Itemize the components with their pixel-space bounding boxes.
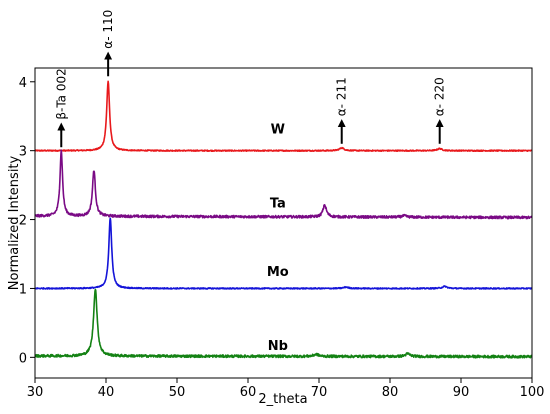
plot-frame (34, 67, 533, 379)
y-tick-label: 4 (19, 76, 27, 91)
x-tick-label: 50 (169, 385, 186, 400)
annotation-label: α- 211 (335, 77, 349, 116)
x-tick-label: 30 (27, 385, 44, 400)
x-tick-label: 80 (382, 385, 399, 400)
series-label-w: W (271, 123, 285, 138)
annotation-label: β-Ta 002 (54, 68, 68, 119)
series-label-nb: Nb (268, 339, 288, 354)
series-line-w (35, 80, 532, 153)
x-tick-label: 100 (520, 385, 545, 400)
x-tick-label: 70 (311, 385, 328, 400)
y-tick-label: 1 (19, 282, 27, 297)
series-line-mo (35, 217, 532, 290)
annotation-label: α- 220 (433, 77, 447, 116)
series-label-ta: Ta (270, 196, 286, 211)
y-tick-label: 3 (19, 145, 27, 160)
y-tick-label: 0 (19, 351, 27, 366)
x-tick-label: 40 (98, 385, 115, 400)
y-axis-title: Normalized Intensity (7, 155, 22, 290)
x-tick-label: 90 (453, 385, 470, 400)
series-line-nb (35, 288, 532, 359)
x-tick-label: 60 (240, 385, 257, 400)
y-tick-label: 2 (19, 214, 27, 229)
series-label-mo: Mo (267, 265, 289, 280)
x-axis-title: 2_theta (258, 392, 307, 407)
series-line-ta (35, 149, 532, 220)
annotation-label: α- 110 (101, 10, 115, 49)
